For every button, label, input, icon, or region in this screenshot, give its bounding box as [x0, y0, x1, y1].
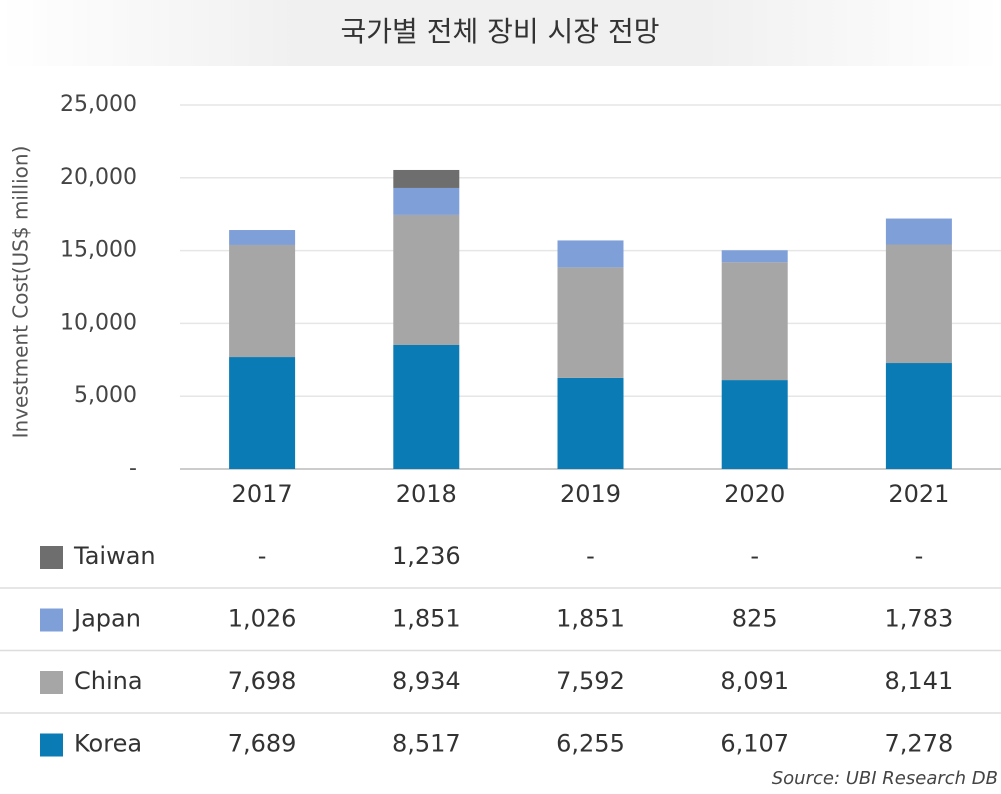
- title-band: [0, 0, 1001, 66]
- table-cell: 1,851: [556, 605, 625, 633]
- x-tick-label: 2021: [888, 480, 949, 508]
- table-cell: 1,851: [392, 605, 461, 633]
- table-cell: 8,091: [720, 667, 789, 695]
- table-cell: 1,783: [885, 605, 954, 633]
- x-tick-label: 2020: [724, 480, 785, 508]
- table-cell: 7,698: [228, 667, 297, 695]
- bar-segment: [393, 187, 460, 215]
- bar-segment: [885, 244, 952, 364]
- table-cell: 7,278: [885, 730, 954, 758]
- table-cell: 7,592: [556, 667, 625, 695]
- y-tick-label: 10,000: [60, 310, 137, 335]
- bar-segment: [229, 230, 296, 245]
- bar-segment: [557, 240, 624, 268]
- bar-segment: [393, 169, 460, 188]
- table-cell: 6,107: [720, 730, 789, 758]
- table-cell: 825: [732, 605, 778, 633]
- bar-segment: [393, 344, 460, 469]
- chart-title: 국가별 전체 장비 시장 전망: [341, 15, 660, 48]
- legend-swatch: [40, 733, 63, 757]
- bar-segment: [229, 357, 296, 469]
- legend-swatch: [40, 546, 63, 569]
- x-tick-label: 2019: [560, 480, 621, 508]
- table-cell: 7,689: [228, 730, 297, 758]
- x-tick-label: 2017: [232, 480, 293, 508]
- table-cell: -: [586, 542, 595, 570]
- legend-label: Taiwan: [73, 542, 156, 570]
- bar-segment: [393, 214, 460, 345]
- table-cell: 1,026: [228, 605, 297, 633]
- table-cell: -: [750, 542, 759, 570]
- bar-segment: [721, 250, 788, 263]
- x-tick-label: 2018: [396, 480, 457, 508]
- y-tick-label: 20,000: [60, 165, 137, 190]
- legend-label: Korea: [74, 730, 142, 758]
- table-cell: -: [258, 542, 267, 570]
- legend-swatch: [40, 671, 63, 694]
- y-axis-label: Investment Cost(US$ million): [9, 146, 33, 439]
- table-cell: -: [915, 542, 924, 570]
- bar-segment: [557, 267, 624, 378]
- y-tick-label: 15,000: [60, 238, 137, 263]
- table-cell: 1,236: [392, 542, 461, 570]
- legend-label: China: [74, 667, 143, 695]
- legend-label: Japan: [72, 605, 141, 633]
- bar-segment: [557, 377, 624, 469]
- bar-segment: [885, 218, 952, 245]
- source: Source: UBI Research DB: [772, 768, 998, 789]
- bar-segment: [721, 380, 788, 469]
- bar-segment: [885, 363, 952, 469]
- bar-segment: [721, 262, 788, 381]
- table-cell: 8,517: [392, 730, 461, 758]
- y-tick-label: -: [129, 456, 137, 481]
- table-cell: 8,934: [392, 667, 461, 695]
- table-cell: 8,141: [885, 667, 954, 695]
- y-tick-label: 25,000: [60, 92, 137, 117]
- bar-segment: [229, 244, 296, 358]
- y-tick-label: 5,000: [74, 383, 137, 408]
- legend-swatch: [40, 608, 63, 632]
- table-cell: 6,255: [556, 730, 625, 758]
